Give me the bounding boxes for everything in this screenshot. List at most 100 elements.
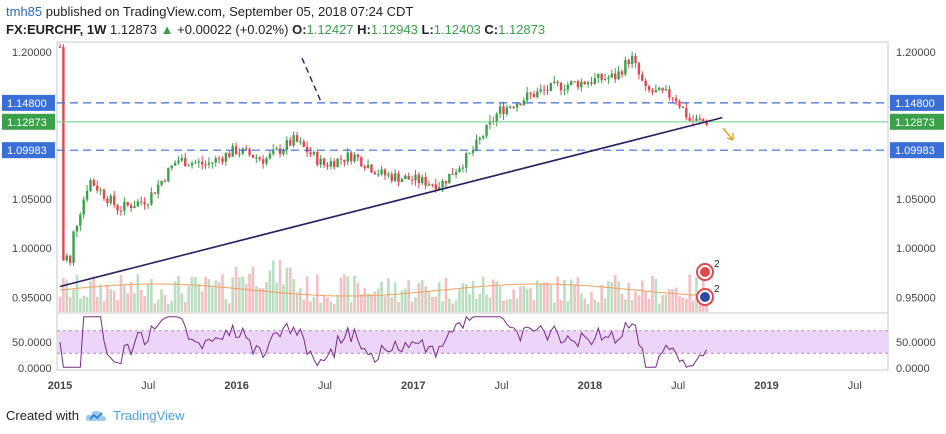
candle-body bbox=[339, 158, 343, 160]
volume-bar bbox=[488, 297, 492, 312]
candle-body bbox=[89, 180, 92, 191]
price-tick-right: 0.95000 bbox=[896, 292, 936, 304]
close-label: C: bbox=[484, 22, 499, 37]
published-text: published on TradingView.com, September … bbox=[45, 4, 414, 19]
chart-frame bbox=[56, 41, 889, 371]
volume-bar bbox=[211, 287, 214, 312]
volume-bar bbox=[332, 303, 336, 312]
candle-body bbox=[454, 172, 458, 175]
volume-bar bbox=[498, 286, 502, 312]
candle-body bbox=[671, 97, 674, 99]
header-line-2: FX:EURCHF, 1W 1.12873 ▲ +0.00022 (+0.02%… bbox=[6, 22, 545, 37]
candle-body bbox=[356, 154, 360, 158]
author-name[interactable]: tmh85 bbox=[6, 4, 43, 19]
volume-bar bbox=[410, 301, 414, 312]
volume-bar bbox=[255, 285, 258, 312]
volume-bar bbox=[657, 303, 661, 312]
volume-bar bbox=[363, 288, 366, 312]
candle-body bbox=[437, 187, 441, 190]
candle-body bbox=[614, 73, 617, 80]
volume-bar bbox=[414, 297, 417, 312]
volume-bar bbox=[197, 283, 201, 312]
candle-body bbox=[360, 157, 363, 167]
volume-bar bbox=[312, 296, 316, 312]
candle-body bbox=[549, 82, 553, 91]
volume-bar bbox=[519, 286, 522, 312]
price-tick-right: 1.00000 bbox=[896, 243, 936, 255]
candle-body bbox=[167, 168, 170, 182]
volume-bar bbox=[183, 301, 187, 312]
volume-bar bbox=[685, 298, 688, 312]
volume-bar bbox=[258, 288, 262, 312]
volume-bar bbox=[569, 279, 573, 312]
candle-body bbox=[282, 150, 285, 155]
candle-body bbox=[241, 148, 245, 154]
candle-body bbox=[238, 153, 241, 155]
volume-bar bbox=[674, 287, 678, 312]
candle-body bbox=[146, 204, 150, 206]
candle-body bbox=[136, 201, 140, 207]
candle-body bbox=[221, 158, 224, 162]
candle-body bbox=[607, 77, 610, 80]
candle-body bbox=[143, 201, 146, 205]
candle-body bbox=[586, 82, 590, 85]
volume-bar bbox=[644, 291, 647, 312]
candle-body bbox=[85, 190, 89, 200]
candle-body bbox=[678, 100, 681, 107]
volume-bar bbox=[475, 298, 478, 312]
volume-bar bbox=[231, 277, 234, 312]
volume-bar bbox=[485, 294, 488, 312]
created-with-text: Created with bbox=[6, 408, 79, 423]
badge-fill bbox=[700, 267, 710, 277]
level-label-box-right bbox=[890, 142, 944, 159]
volume-bar bbox=[200, 291, 204, 312]
candle-body bbox=[258, 157, 261, 160]
candle-body bbox=[123, 201, 126, 211]
candle-body bbox=[556, 81, 559, 83]
footer: Created with TradingView bbox=[6, 408, 185, 423]
high-label: H: bbox=[357, 22, 371, 37]
badge-count: 2 bbox=[714, 284, 720, 295]
candle-body bbox=[417, 174, 421, 184]
volume-bar bbox=[360, 294, 363, 312]
candle-body bbox=[200, 161, 204, 165]
x-tick-label: 2019 bbox=[754, 380, 778, 392]
candle-body bbox=[431, 184, 434, 186]
candle-body bbox=[525, 92, 529, 101]
volume-bar bbox=[302, 299, 306, 312]
volume-bar bbox=[468, 294, 471, 312]
trendline bbox=[59, 116, 723, 288]
candle-body bbox=[65, 255, 68, 261]
candle-body bbox=[634, 56, 637, 63]
candle-body bbox=[610, 73, 614, 78]
candle-body bbox=[509, 106, 512, 108]
volume-bar bbox=[315, 274, 319, 312]
candle-body bbox=[349, 152, 353, 162]
candle-body bbox=[668, 89, 671, 98]
candle-body bbox=[75, 225, 79, 232]
candle-body bbox=[637, 62, 641, 75]
volume-bar bbox=[573, 285, 576, 312]
volume-bar bbox=[397, 301, 400, 312]
candle-body bbox=[295, 135, 299, 142]
candle-body bbox=[573, 81, 576, 83]
candle-body bbox=[465, 153, 468, 168]
candle-body bbox=[620, 71, 624, 75]
volume-bar bbox=[502, 300, 505, 312]
candle-body bbox=[427, 184, 431, 186]
candle-body bbox=[617, 71, 620, 80]
tradingview-brand[interactable]: TradingView bbox=[112, 408, 185, 423]
candle-body bbox=[275, 148, 278, 150]
level-label-left: 1.09983 bbox=[7, 145, 47, 157]
volume-bar bbox=[129, 281, 133, 312]
candle-body bbox=[522, 100, 526, 106]
candle-body bbox=[177, 160, 180, 163]
volume-bar bbox=[194, 277, 197, 312]
volume-bar bbox=[224, 298, 228, 312]
volume-bar bbox=[431, 296, 434, 312]
candle-body bbox=[505, 107, 509, 114]
volume-bar bbox=[177, 276, 180, 312]
candle-body bbox=[498, 106, 502, 114]
candle-body bbox=[204, 164, 207, 166]
